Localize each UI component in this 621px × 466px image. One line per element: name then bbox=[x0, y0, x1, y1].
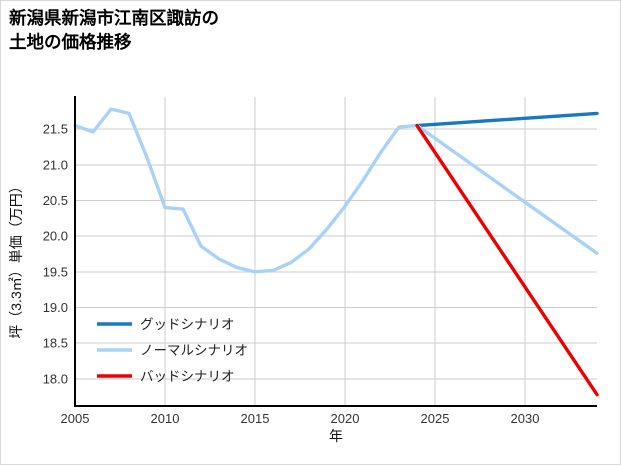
x-axis-tick-labels: 2005 2010 2015 2020 2025 2030 bbox=[61, 411, 540, 426]
y-tick-label: 21.0 bbox=[43, 157, 68, 172]
y-tick-label: 18.0 bbox=[43, 371, 68, 386]
axis-spines bbox=[73, 96, 597, 408]
x-tick-label: 2010 bbox=[151, 411, 180, 426]
x-tick-label: 2025 bbox=[421, 411, 450, 426]
series-group bbox=[73, 107, 599, 397]
gridlines-group bbox=[75, 97, 597, 406]
y-tick-label: 18.5 bbox=[43, 336, 68, 351]
series-line-ノーマルシナリオ bbox=[73, 107, 599, 274]
legend-label-1: ノーマルシナリオ bbox=[140, 343, 248, 358]
x-tick-label: 2015 bbox=[241, 411, 270, 426]
y-tick-label: 20.5 bbox=[43, 193, 68, 208]
y-tick-label: 21.5 bbox=[43, 122, 68, 137]
y-axis-tick-labels: 18.0 18.5 19.0 19.5 20.0 20.5 21.0 21.5 bbox=[43, 122, 68, 387]
x-tick-label: 2030 bbox=[511, 411, 540, 426]
legend-label-2: バッドシナリオ bbox=[140, 369, 235, 384]
y-tick-label: 19.0 bbox=[43, 300, 68, 315]
y-axis-title: 坪（3.3㎡）単価（万円） bbox=[8, 179, 24, 338]
x-tick-label: 2005 bbox=[61, 411, 90, 426]
x-axis-title: 年 bbox=[329, 428, 343, 444]
series-line-バッドシナリオ bbox=[415, 123, 599, 397]
y-tick-label: 19.5 bbox=[43, 264, 68, 279]
series-line-グッドシナリオ bbox=[415, 111, 599, 128]
legend-label-0: グッドシナリオ bbox=[140, 317, 235, 332]
y-tick-label: 20.0 bbox=[43, 229, 68, 244]
x-tick-label: 2020 bbox=[331, 411, 360, 426]
chart-title: 新潟県新潟市江南区諏訪の 土地の価格推移 bbox=[9, 8, 219, 52]
